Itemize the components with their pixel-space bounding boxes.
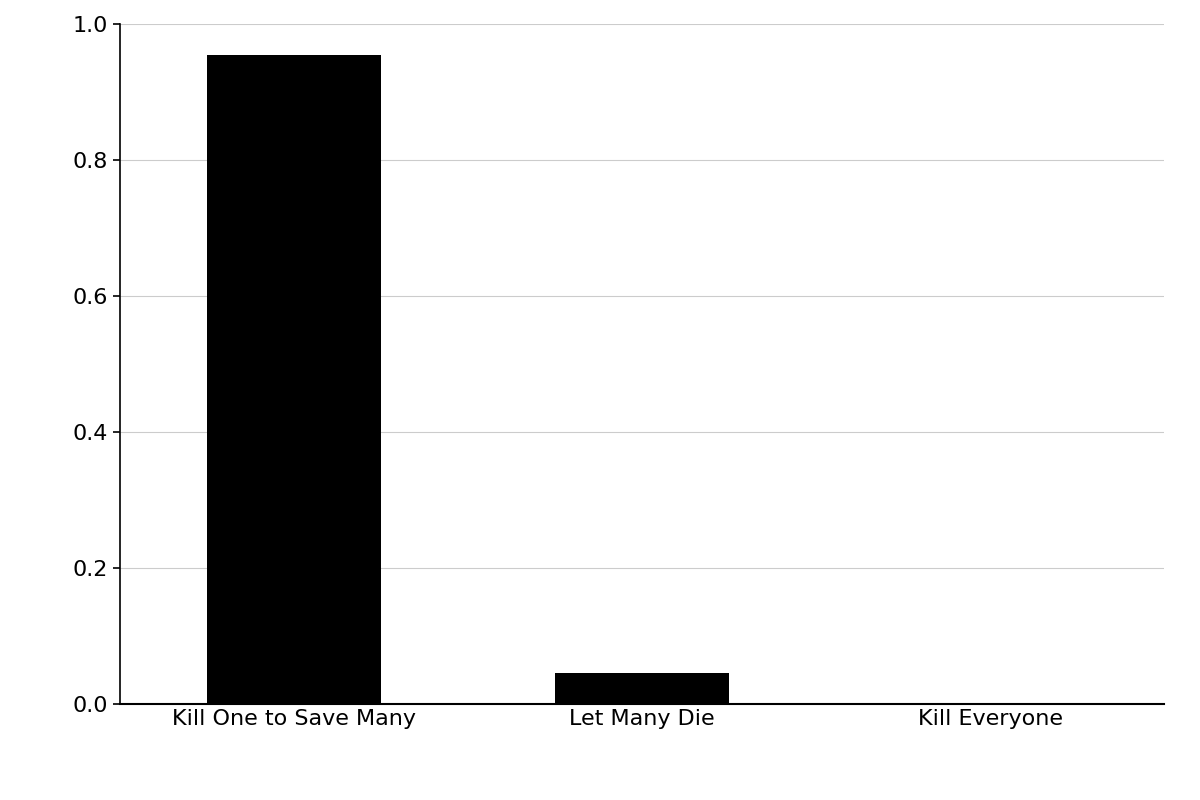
Bar [554, 674, 730, 704]
Bar [208, 54, 382, 704]
